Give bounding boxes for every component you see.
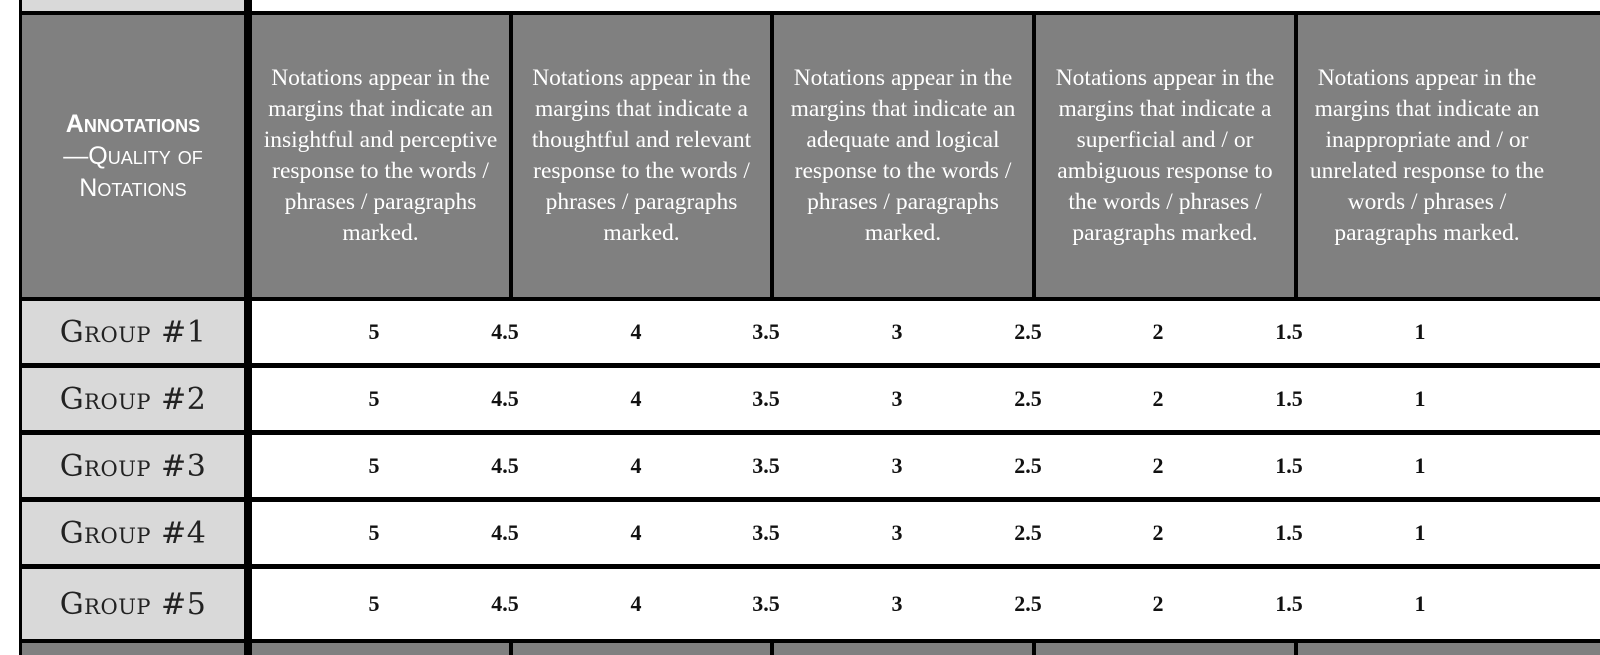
score-value: 3.5 xyxy=(752,453,780,478)
group-label: Group #2 xyxy=(22,368,244,430)
score-value: 2 xyxy=(1152,319,1164,344)
score-value: 2.5 xyxy=(1014,319,1042,344)
score-value: 3.5 xyxy=(752,520,780,545)
score-value: 2.5 xyxy=(1014,591,1042,616)
score-value: 2 xyxy=(1152,591,1164,616)
criterion-title: Annotations xyxy=(65,110,201,138)
group-label: Group #3 xyxy=(22,435,244,497)
score-value: 3.5 xyxy=(752,386,780,411)
score-value: 5 xyxy=(368,591,380,616)
score-value: 4 xyxy=(630,386,642,411)
score-value: 3 xyxy=(891,319,903,344)
score-value: 1.5 xyxy=(1275,386,1303,411)
score-value: 4 xyxy=(630,591,642,616)
group-scores-row: 5 4.5 4 3.5 3 2.5 2 1.5 1 xyxy=(252,368,1600,430)
next-section-col-2 xyxy=(513,643,770,655)
group-scores-row: 5 4.5 4 3.5 3 2.5 2 1.5 1 xyxy=(252,435,1600,497)
descriptor-col-2: Notations appear in the margins that ind… xyxy=(513,15,770,297)
score-value: 1 xyxy=(1414,591,1426,616)
score-value: 1.5 xyxy=(1275,591,1303,616)
score-value: 5 xyxy=(368,520,380,545)
group-scores-row: 5 4.5 4 3.5 3 2.5 2 1.5 1 xyxy=(252,569,1600,639)
score-value: 1.5 xyxy=(1275,319,1303,344)
score-value: 4 xyxy=(630,453,642,478)
descriptor-col-4: Notations appear in the margins that ind… xyxy=(1036,15,1294,297)
score-value: 2 xyxy=(1152,520,1164,545)
score-value: 4.5 xyxy=(491,319,519,344)
score-value: 2.5 xyxy=(1014,453,1042,478)
score-value: 4.5 xyxy=(491,386,519,411)
score-value: 4 xyxy=(630,520,642,545)
descriptor-col-1: Notations appear in the margins that ind… xyxy=(252,15,509,297)
rubric-table: Annotations —Quality of Notations Notati… xyxy=(19,0,1600,655)
descriptor-col-5: Notations appear in the margins that ind… xyxy=(1298,15,1600,297)
score-value: 4.5 xyxy=(491,453,519,478)
group-label: Group #5 xyxy=(22,569,244,639)
next-section-col-5 xyxy=(1298,643,1600,655)
score-value: 1.5 xyxy=(1275,453,1303,478)
score-value: 2.5 xyxy=(1014,386,1042,411)
score-value: 3.5 xyxy=(752,591,780,616)
top-cut-values-cell xyxy=(252,0,1600,11)
next-section-col-1 xyxy=(252,643,509,655)
score-value: 1 xyxy=(1414,386,1426,411)
score-value: 4.5 xyxy=(491,591,519,616)
descriptor-col-3: Notations appear in the margins that ind… xyxy=(774,15,1032,297)
score-value: 3 xyxy=(891,591,903,616)
next-section-col-3 xyxy=(774,643,1032,655)
score-value: 2 xyxy=(1152,386,1164,411)
score-value: 4.5 xyxy=(491,520,519,545)
criterion-subtitle: —Quality of Notations xyxy=(63,142,203,202)
group-label: Group #4 xyxy=(22,502,244,564)
score-value: 5 xyxy=(368,453,380,478)
score-value: 1 xyxy=(1414,453,1426,478)
top-cut-label-cell xyxy=(22,0,244,11)
score-value: 1.5 xyxy=(1275,520,1303,545)
score-value: 3 xyxy=(891,520,903,545)
score-value: 3 xyxy=(891,386,903,411)
score-value: 3.5 xyxy=(752,319,780,344)
score-value: 4 xyxy=(630,319,642,344)
next-section-label-cell xyxy=(22,643,244,655)
criterion-label: Annotations —Quality of Notations xyxy=(22,15,244,297)
score-value: 2 xyxy=(1152,453,1164,478)
group-label: Group #1 xyxy=(22,301,244,363)
score-value: 1 xyxy=(1414,319,1426,344)
score-value: 5 xyxy=(368,319,380,344)
score-value: 3 xyxy=(891,453,903,478)
group-scores-row: 5 4.5 4 3.5 3 2.5 2 1.5 1 xyxy=(252,502,1600,564)
next-section-col-4 xyxy=(1036,643,1294,655)
group-scores-row: 5 4.5 4 3.5 3 2.5 2 1.5 1 xyxy=(252,301,1600,363)
score-value: 5 xyxy=(368,386,380,411)
score-value: 2.5 xyxy=(1014,520,1042,545)
score-value: 1 xyxy=(1414,520,1426,545)
